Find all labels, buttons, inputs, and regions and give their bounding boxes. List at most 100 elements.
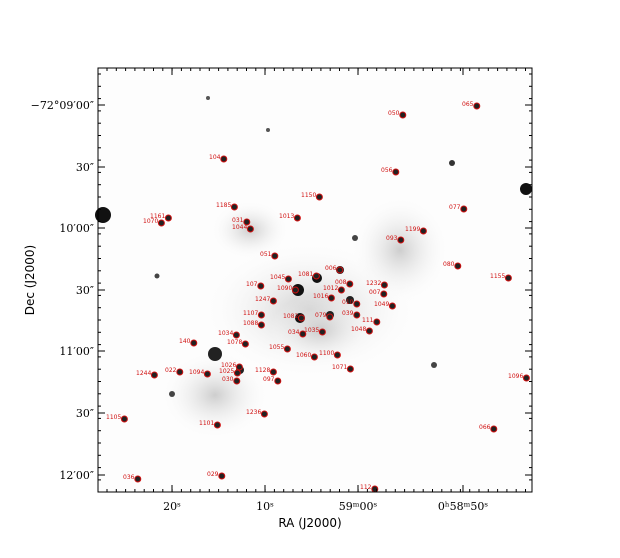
star-label: 1088: [243, 320, 258, 327]
star-label: 1013: [279, 213, 294, 220]
star: [365, 327, 373, 335]
x-tick-label: 59ᵐ00ˢ: [339, 500, 378, 513]
y-tick-label: 11′00″: [59, 345, 94, 358]
star-label: 1199: [405, 226, 420, 233]
star-label: 1128: [255, 367, 270, 374]
star-label: 056: [381, 167, 393, 174]
star-label: 029: [207, 471, 219, 478]
star: [269, 368, 277, 376]
star-label: 1060: [296, 352, 311, 359]
star-label: 1247: [255, 296, 270, 303]
star: [310, 353, 318, 361]
star-label: 1244: [136, 370, 151, 377]
star-label: 1094: [189, 369, 204, 376]
star: [120, 415, 128, 423]
star-label: 112: [360, 484, 372, 491]
star: [257, 321, 265, 329]
star-label: 140: [179, 338, 191, 345]
star: [326, 313, 334, 321]
star-label: 1107: [243, 310, 258, 317]
star-label: 1101: [199, 420, 214, 427]
star-label: 034: [288, 329, 300, 336]
star: [297, 314, 305, 322]
star: [284, 275, 292, 283]
star: [346, 280, 354, 288]
star-label: 1185: [216, 202, 231, 209]
star: [260, 410, 268, 418]
star-label: 1026: [221, 362, 236, 369]
star-label: 1081: [298, 271, 313, 278]
star: [373, 318, 381, 326]
star-label: 077: [449, 204, 461, 211]
star: [460, 205, 468, 213]
star: [218, 472, 226, 480]
star: [454, 262, 462, 270]
star-label: 097: [263, 376, 275, 383]
star: [243, 218, 251, 226]
star-label: 1044: [232, 224, 247, 231]
star: [315, 193, 323, 201]
star: [190, 339, 198, 347]
star: [299, 330, 307, 338]
star-label: 104: [209, 154, 221, 161]
star-label: 111: [362, 317, 374, 324]
star: [134, 475, 142, 483]
star-label: 1078: [227, 339, 242, 346]
star: [337, 286, 345, 294]
star: [232, 331, 240, 339]
star-label: 051: [260, 251, 272, 258]
star: [213, 421, 221, 429]
y-tick-label: 30″: [76, 407, 94, 420]
star-label: 1100: [319, 350, 334, 357]
star: [283, 345, 291, 353]
star: [388, 302, 396, 310]
star: [164, 214, 172, 222]
star-label: 1049: [374, 301, 389, 308]
star-label: 1236: [246, 409, 261, 416]
star: [333, 351, 341, 359]
star-label: 1161: [150, 213, 165, 220]
star: [274, 377, 282, 385]
star-label: 1070: [143, 218, 158, 225]
plot-frame: [97, 67, 533, 493]
star-label: 1045: [270, 274, 285, 281]
star: [419, 227, 427, 235]
star: [318, 328, 326, 336]
star: [157, 219, 165, 227]
star: [380, 290, 388, 298]
star: [380, 281, 388, 289]
star: [392, 168, 400, 176]
y-axis-title: Dec (J2000): [23, 245, 37, 315]
star-label: 107: [246, 281, 258, 288]
star-label: 079: [315, 312, 327, 319]
star-label: 1055: [269, 344, 284, 351]
star: [291, 286, 299, 294]
star-label: 080: [443, 261, 455, 268]
star-label: 1012: [323, 285, 338, 292]
star: [220, 155, 228, 163]
star-label: 031: [232, 217, 244, 224]
star: [397, 236, 405, 244]
x-tick-label: 10ˢ: [256, 500, 274, 513]
star: [473, 102, 481, 110]
x-tick-label: 20ˢ: [163, 500, 181, 513]
star: [203, 370, 211, 378]
star-label: 1025: [219, 368, 234, 375]
star-label: 008: [335, 279, 347, 286]
star-label: 1155: [490, 273, 505, 280]
star: [504, 274, 512, 282]
star-label: 039: [342, 310, 354, 317]
star: [399, 111, 407, 119]
star: [176, 368, 184, 376]
star-label: 1035: [304, 327, 319, 334]
star: [241, 340, 249, 348]
y-tick-label: 30″: [76, 161, 94, 174]
star: [269, 297, 277, 305]
x-tick-label: 0ʰ58ᵐ50ˢ: [438, 500, 488, 513]
star: [257, 311, 265, 319]
star-label: 007: [369, 289, 381, 296]
y-tick-label: 12′00″: [59, 469, 94, 482]
star-label: 030: [222, 376, 234, 383]
star-label: 006: [325, 265, 337, 272]
